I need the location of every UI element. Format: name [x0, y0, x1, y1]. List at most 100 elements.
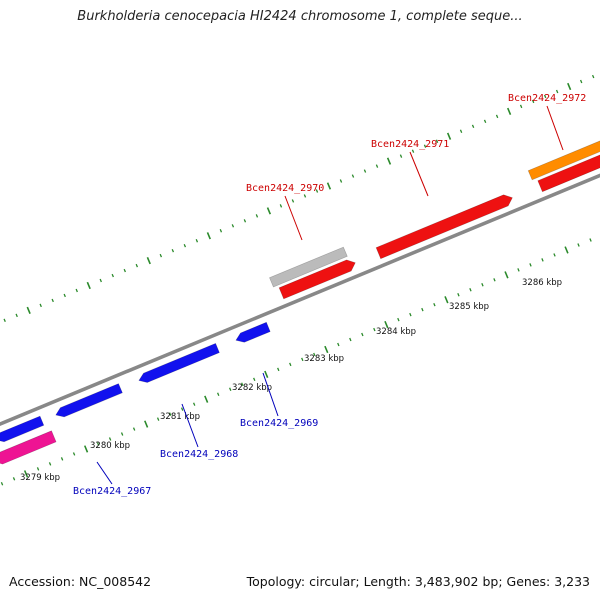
- tick-mark: [264, 370, 269, 378]
- tick-mark: [26, 306, 31, 314]
- tick-mark: [277, 367, 280, 372]
- gene-feature: [55, 383, 123, 418]
- gene-feature: [537, 154, 600, 193]
- tick-mark: [421, 307, 424, 312]
- tick-mark: [553, 253, 556, 257]
- leader-line: [409, 151, 429, 197]
- tick-mark: [123, 268, 126, 273]
- tick-mark: [555, 89, 559, 94]
- tick-mark: [75, 288, 78, 293]
- kbp-label: 3285 kbp: [449, 302, 489, 312]
- tick-mark: [373, 327, 376, 332]
- tick-mark: [63, 293, 66, 298]
- kbp-label: 3283 kbp: [304, 354, 344, 364]
- tick-mark: [397, 317, 400, 322]
- tick-mark: [326, 182, 332, 190]
- tick-mark: [266, 207, 272, 215]
- tick-mark: [48, 462, 52, 466]
- tick-mark: [180, 407, 184, 411]
- backbone-line: [0, 173, 600, 426]
- tick-mark: [446, 132, 452, 140]
- tick-mark: [206, 232, 211, 240]
- tick-mark: [204, 395, 209, 403]
- tick-mark: [255, 214, 259, 218]
- tick-mark: [291, 199, 295, 203]
- kbp-label: 3286 kbp: [522, 278, 562, 288]
- tick-mark: [229, 387, 232, 391]
- gene-label: Bcen2424_2971: [371, 139, 449, 150]
- tick-mark: [159, 253, 163, 258]
- tick-mark: [531, 99, 535, 104]
- gene-feature: [278, 259, 356, 300]
- chromosome-backbone: [0, 173, 600, 426]
- tick-mark: [253, 377, 256, 382]
- tick-mark: [60, 457, 64, 461]
- inner-tick-track: [0, 238, 592, 486]
- tick-mark: [361, 332, 364, 337]
- tick-mark: [324, 345, 329, 354]
- tick-mark: [51, 298, 54, 303]
- gene-feature: [0, 430, 57, 465]
- tick-mark: [195, 238, 199, 243]
- tick-mark: [219, 229, 223, 233]
- tick-mark: [469, 288, 472, 292]
- gene-feature: [235, 321, 271, 343]
- tick-mark: [399, 154, 403, 158]
- kbp-label: 3280 kbp: [90, 441, 130, 451]
- tick-mark: [108, 437, 112, 441]
- tick-mark: [96, 442, 100, 446]
- tick-mark: [457, 293, 460, 297]
- tick-mark: [72, 452, 76, 456]
- tick-mark: [471, 124, 475, 129]
- tick-mark: [564, 246, 569, 254]
- kbp-label: 3281 kbp: [160, 412, 200, 422]
- feature-track: [0, 140, 600, 465]
- tick-mark: [23, 470, 29, 478]
- gene-feature: [138, 343, 220, 383]
- tick-mark: [192, 402, 196, 406]
- tick-mark: [423, 144, 427, 148]
- leader-line: [181, 403, 199, 448]
- tick-mark: [375, 164, 379, 168]
- kbp-label: 3279 kbp: [20, 473, 60, 483]
- tick-mark: [337, 342, 340, 347]
- tick-mark: [459, 129, 463, 133]
- gene-feature: [269, 246, 348, 288]
- tick-mark: [279, 204, 283, 208]
- tick-mark: [289, 362, 292, 367]
- tick-mark: [589, 238, 592, 242]
- tick-mark: [519, 104, 523, 109]
- map-title: Burkholderia cenocepacia HI2424 chromoso…: [77, 9, 523, 24]
- gene-label: Bcen2424_2972: [508, 93, 586, 104]
- tick-mark: [120, 432, 124, 436]
- leader-line: [96, 461, 113, 485]
- leader-line: [284, 195, 303, 241]
- tick-mark: [111, 273, 114, 278]
- tick-mark: [591, 74, 595, 79]
- tick-mark: [567, 82, 572, 91]
- tick-mark: [579, 79, 583, 84]
- tick-mark: [577, 243, 580, 247]
- leader-line: [546, 105, 564, 151]
- gene-label: Bcen2424_2969: [240, 418, 318, 429]
- tick-mark: [15, 313, 18, 318]
- tick-mark: [409, 312, 412, 317]
- gene-feature: [527, 140, 600, 181]
- tick-mark: [313, 352, 316, 357]
- tick-mark: [386, 157, 392, 165]
- gene-label: Bcen2424_2967: [73, 486, 151, 497]
- tick-mark: [241, 382, 244, 387]
- tick-mark: [231, 224, 235, 228]
- tick-mark: [349, 337, 352, 342]
- tick-mark: [146, 256, 151, 265]
- tick-mark: [351, 174, 355, 178]
- tick-mark: [529, 263, 532, 267]
- tick-mark: [411, 149, 415, 153]
- tick-mark: [444, 296, 449, 304]
- tick-mark: [543, 94, 547, 99]
- tick-mark: [135, 263, 139, 268]
- gene-feature: [0, 415, 45, 443]
- tick-mark: [217, 392, 220, 396]
- tick-mark: [86, 281, 91, 290]
